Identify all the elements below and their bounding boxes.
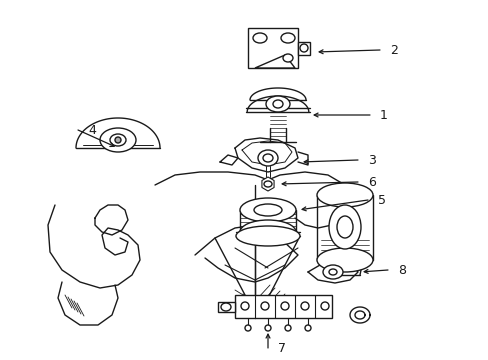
Ellipse shape [244, 325, 250, 331]
Ellipse shape [320, 302, 328, 310]
Ellipse shape [110, 134, 126, 146]
Ellipse shape [301, 302, 308, 310]
Polygon shape [254, 55, 294, 68]
Ellipse shape [261, 302, 268, 310]
Ellipse shape [236, 226, 299, 246]
Polygon shape [235, 295, 331, 318]
Ellipse shape [316, 248, 372, 272]
Ellipse shape [272, 100, 283, 108]
Ellipse shape [281, 302, 288, 310]
Ellipse shape [281, 33, 294, 43]
Ellipse shape [221, 303, 230, 311]
Ellipse shape [115, 137, 121, 143]
Text: 7: 7 [278, 342, 285, 355]
Polygon shape [218, 302, 235, 312]
Ellipse shape [316, 183, 372, 207]
Ellipse shape [285, 325, 290, 331]
Polygon shape [297, 42, 309, 55]
Text: 1: 1 [379, 108, 387, 122]
Ellipse shape [263, 154, 272, 162]
Text: 5: 5 [377, 194, 385, 207]
Ellipse shape [253, 204, 282, 216]
Ellipse shape [100, 128, 136, 152]
Ellipse shape [328, 269, 336, 275]
Ellipse shape [252, 33, 266, 43]
Text: 3: 3 [367, 153, 375, 166]
Text: 4: 4 [88, 123, 96, 136]
Ellipse shape [240, 220, 295, 244]
Ellipse shape [283, 54, 292, 62]
Polygon shape [247, 28, 297, 68]
Ellipse shape [336, 216, 352, 238]
Ellipse shape [258, 150, 278, 166]
Ellipse shape [264, 325, 270, 331]
Ellipse shape [305, 325, 310, 331]
Ellipse shape [240, 198, 295, 222]
Text: 8: 8 [397, 264, 405, 276]
Ellipse shape [265, 96, 289, 112]
Ellipse shape [328, 205, 360, 249]
Polygon shape [262, 177, 273, 191]
Ellipse shape [264, 181, 271, 187]
Text: 2: 2 [389, 44, 397, 57]
Ellipse shape [323, 265, 342, 279]
Ellipse shape [299, 44, 307, 52]
Ellipse shape [241, 302, 248, 310]
Text: 6: 6 [367, 176, 375, 189]
